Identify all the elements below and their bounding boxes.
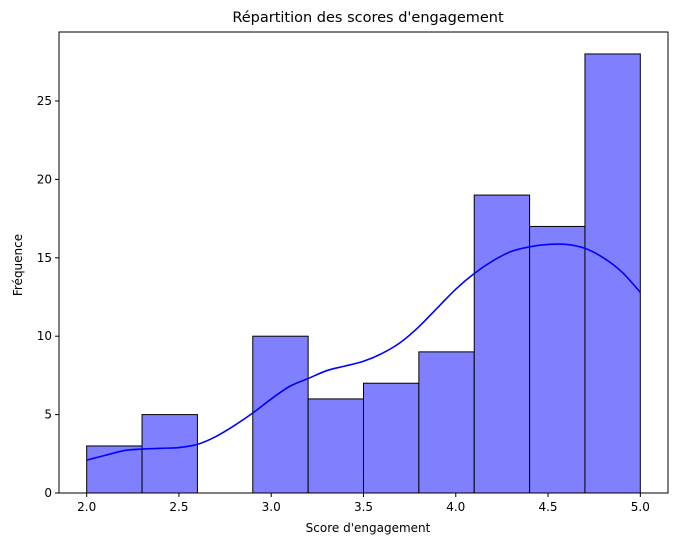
x-tick-label-2: 3.0 — [262, 500, 281, 514]
x-axis-label: Score d'engagement — [306, 521, 431, 535]
histogram-bar-1 — [141, 414, 198, 494]
histogram-bar-9 — [584, 53, 641, 494]
histogram-bar-6 — [418, 351, 475, 494]
y-axis-label: Fréquence — [11, 234, 25, 296]
histogram-bar-8 — [529, 225, 586, 494]
y-tick-label-1: 5 — [44, 408, 52, 422]
y-tick-label-0: 0 — [44, 486, 52, 500]
y-tick-label-2: 10 — [37, 329, 52, 343]
x-tick-label-1: 2.5 — [169, 500, 188, 514]
x-axis-ticks: 2.0 2.5 3.0 3.5 4.0 4.5 5.0 — [77, 493, 650, 514]
x-tick-label-3: 3.5 — [354, 500, 373, 514]
histogram-bars — [86, 53, 641, 494]
y-tick-label-4: 20 — [37, 172, 52, 186]
chart-title: Répartition des scores d'engagement — [232, 10, 504, 26]
x-tick-label-6: 5.0 — [631, 500, 650, 514]
histogram-bar-3 — [252, 335, 309, 494]
x-tick-label-5: 4.5 — [538, 500, 557, 514]
y-tick-label-5: 25 — [37, 94, 52, 108]
histogram-bar-0 — [86, 445, 143, 494]
y-axis-ticks: 0 5 10 15 20 25 — [37, 94, 59, 500]
x-tick-label-4: 4.0 — [446, 500, 465, 514]
y-tick-label-3: 15 — [37, 251, 52, 265]
kde-curve — [86, 243, 641, 461]
histogram-bar-5 — [363, 382, 420, 494]
histogram-bar-7 — [473, 194, 531, 494]
x-tick-label-0: 2.0 — [77, 500, 96, 514]
histogram-bar-4 — [307, 398, 364, 494]
